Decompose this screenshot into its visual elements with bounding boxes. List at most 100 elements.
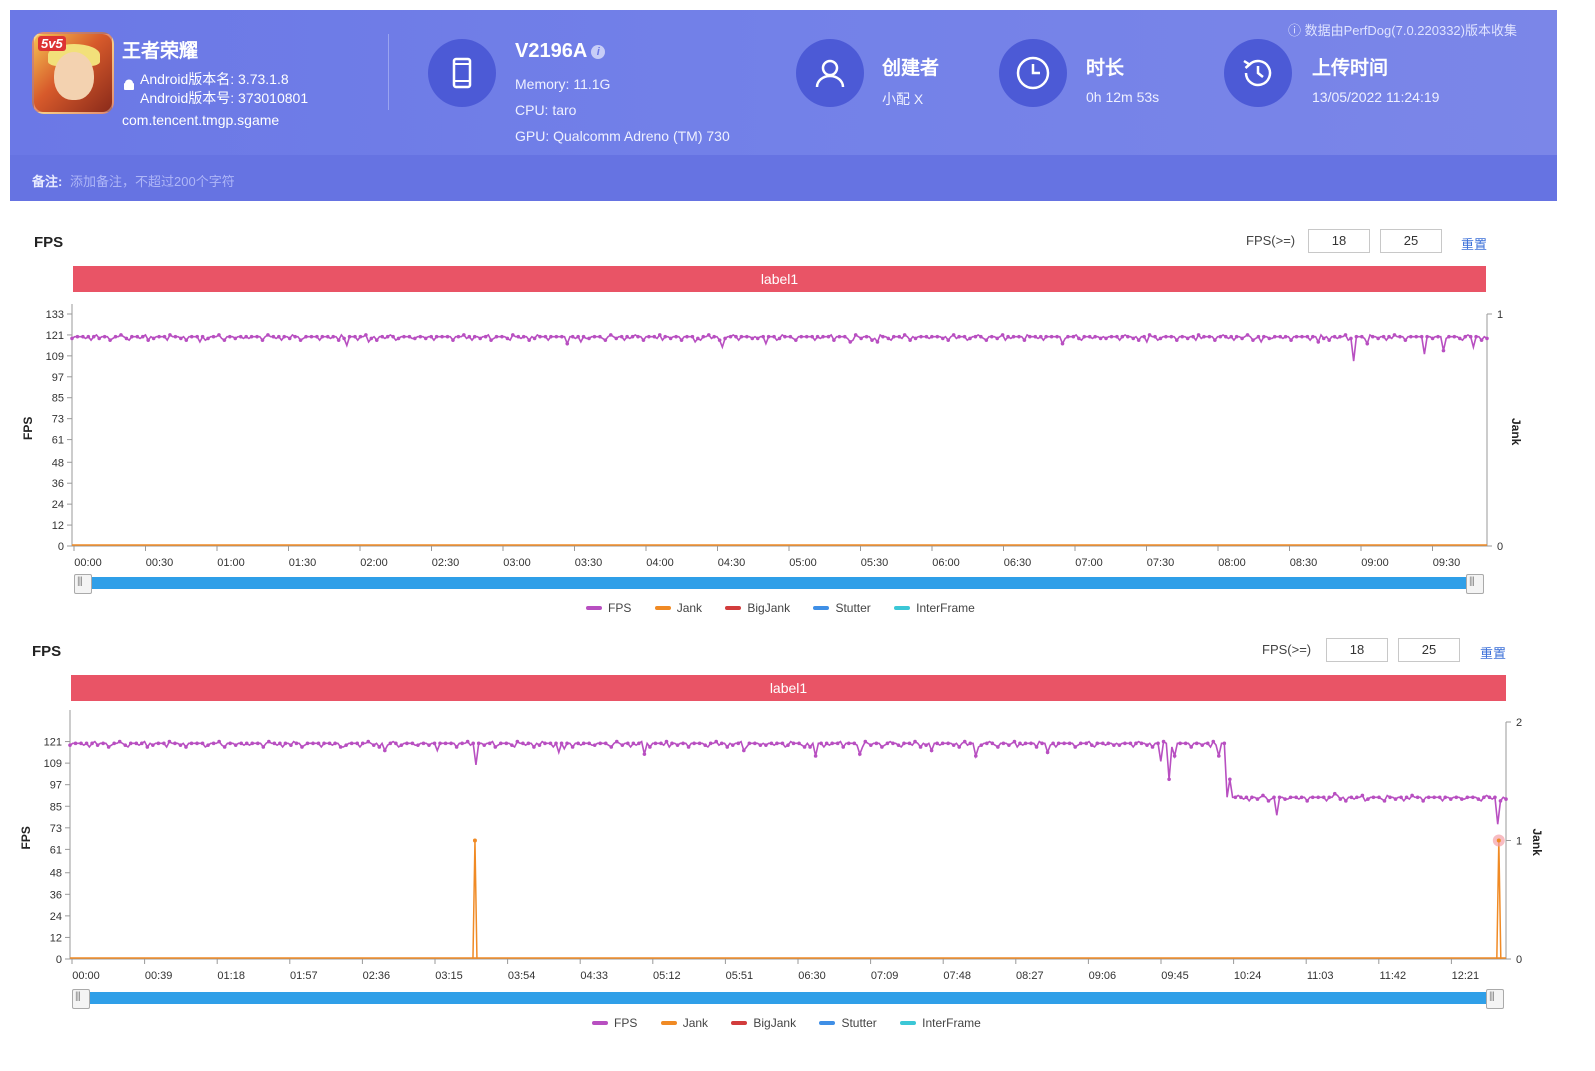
fps-point: [311, 741, 315, 746]
y-tick-label: 0: [58, 541, 64, 553]
legend-stutter[interactable]: Stutter: [813, 601, 871, 615]
fps-point: [946, 338, 951, 342]
fps-point: [413, 336, 417, 341]
fps-point: [1479, 338, 1484, 342]
fps-point: [189, 334, 194, 339]
panel2-label-bar[interactable]: label1: [71, 675, 1506, 701]
y2-tick-label: 1: [1497, 309, 1503, 321]
legend-interframe[interactable]: InterFrame: [900, 1016, 981, 1030]
x-tick-label: 07:00: [1075, 557, 1103, 569]
panel1-range-slider[interactable]: [82, 577, 1478, 589]
legend-jank[interactable]: Jank: [654, 601, 702, 615]
fps-point: [1272, 795, 1276, 800]
fps-point: [355, 741, 360, 746]
x-tick-label: 02:36: [363, 970, 391, 982]
fps-point: [249, 334, 254, 339]
panel2-range-slider[interactable]: [80, 992, 1498, 1004]
fps-point: [1370, 334, 1375, 339]
fps-point: [750, 336, 755, 341]
legend-fps[interactable]: FPS: [586, 601, 631, 615]
panel2-slider-right-handle[interactable]: [1486, 989, 1504, 1009]
fps-point: [233, 743, 238, 747]
panel1-slider-left-handle[interactable]: [74, 574, 92, 594]
fps-point: [316, 741, 321, 746]
y-tick-label: 36: [52, 478, 64, 490]
panel2-slider-left-handle[interactable]: [72, 989, 90, 1009]
note-input[interactable]: 添加备注，不超过200个字符: [70, 174, 235, 189]
fps-point: [1205, 741, 1210, 746]
x-tick-label: 05:51: [726, 970, 754, 982]
panel1-fps-high-input[interactable]: 25: [1380, 229, 1442, 253]
fps-point: [1234, 334, 1239, 339]
fps-point: [864, 334, 869, 339]
fps-point: [456, 334, 461, 339]
legend-bigjank[interactable]: BigJank: [725, 601, 790, 615]
panel2-reset-button[interactable]: 重置: [1480, 646, 1507, 661]
fps-point: [681, 741, 685, 746]
fps-point: [1294, 334, 1299, 339]
app-icon: 5v5: [32, 32, 114, 114]
fps-point: [1017, 334, 1021, 339]
fps-point: [1432, 795, 1436, 800]
fps-series-line: [69, 740, 1507, 825]
fps-point: [521, 741, 525, 746]
fps-point: [86, 334, 91, 339]
panel2-fps-low-input[interactable]: 18: [1326, 638, 1388, 662]
fps-point: [427, 743, 431, 747]
fps-point: [454, 745, 459, 749]
y-tick-label: 24: [52, 499, 64, 511]
fps-point: [870, 338, 874, 342]
fps-point: [846, 741, 851, 746]
panel1-slider-right-handle[interactable]: [1466, 574, 1484, 594]
fps-point: [380, 334, 385, 339]
x-tick-label: 01:30: [289, 557, 317, 569]
fps-point: [505, 336, 510, 341]
fps-point: [353, 334, 357, 339]
fps-point: [968, 336, 972, 341]
fps-point: [1011, 334, 1016, 339]
fps-point: [537, 743, 542, 747]
y-tick-label: 73: [50, 823, 62, 835]
fps-point: [570, 745, 575, 749]
legend-fps[interactable]: FPS: [592, 1016, 637, 1030]
fps-point: [1223, 334, 1228, 339]
legend-interframe[interactable]: InterFrame: [894, 601, 975, 615]
fps-point: [647, 334, 651, 339]
x-tick-label: 01:57: [290, 970, 318, 982]
fps-point: [570, 334, 575, 339]
fps-point: [1056, 741, 1061, 746]
legend-jank[interactable]: Jank: [660, 1016, 708, 1030]
fps-point: [1267, 336, 1272, 341]
fps-point: [1126, 334, 1130, 339]
legend-bigjank[interactable]: BigJank: [731, 1016, 796, 1030]
panel1-reset-button[interactable]: 重置: [1461, 237, 1488, 252]
fps-point: [758, 743, 763, 747]
fps-point: [924, 743, 928, 747]
fps-point: [1142, 334, 1146, 339]
fps-point: [449, 741, 453, 746]
fps-point: [1049, 334, 1054, 339]
fps-point: [416, 743, 420, 747]
creator-icon-circle: [796, 39, 864, 107]
info-icon[interactable]: i: [591, 44, 606, 59]
fps-point: [1066, 334, 1070, 339]
fps-point: [383, 748, 387, 753]
panel2-fps-high-input[interactable]: 25: [1398, 638, 1460, 662]
y2-tick-label: 0: [1516, 954, 1522, 966]
fps-point: [1283, 334, 1288, 339]
version-code: Android版本号: 373010801: [140, 90, 309, 106]
fps-point: [1145, 743, 1149, 747]
panel1-label-bar[interactable]: label1: [73, 266, 1486, 292]
fps-point: [815, 334, 820, 339]
fps-point: [777, 336, 782, 341]
fps-point: [631, 741, 636, 746]
fps-point: [260, 338, 265, 342]
fps-point: [106, 745, 111, 749]
fps-point: [885, 741, 890, 746]
fps-point: [1040, 741, 1044, 746]
fps-point: [140, 334, 145, 339]
y-tick-label: 48: [52, 457, 64, 469]
panel1-fps-low-input[interactable]: 18: [1308, 229, 1370, 253]
fps-point: [472, 334, 477, 339]
legend-stutter[interactable]: Stutter: [819, 1016, 877, 1030]
